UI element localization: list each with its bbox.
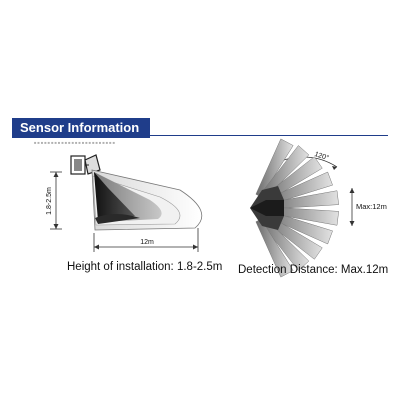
sensor-device-icon	[70, 154, 101, 175]
fan-rays	[255, 138, 339, 278]
detection-ray	[255, 138, 294, 198]
section-title: Sensor Information	[12, 118, 150, 138]
max-distance-label: Max:12m	[356, 202, 387, 211]
height-label: 1.8-2.5m	[46, 187, 53, 215]
top-view-diagram: 120° Max:12m	[250, 138, 387, 278]
side-view-diagram: 1.8-2.5m 12m	[46, 154, 203, 252]
detection-distance-caption: Detection Distance: Max.12m	[238, 264, 389, 276]
header-divider	[150, 135, 388, 136]
installation-height-caption: Height of installation: 1.8-2.5m	[67, 261, 223, 273]
faint-subtext: ■■■■■■■■■■■■■■■■■■■■■■■■	[34, 140, 116, 145]
distance-label: 12m	[140, 239, 154, 246]
